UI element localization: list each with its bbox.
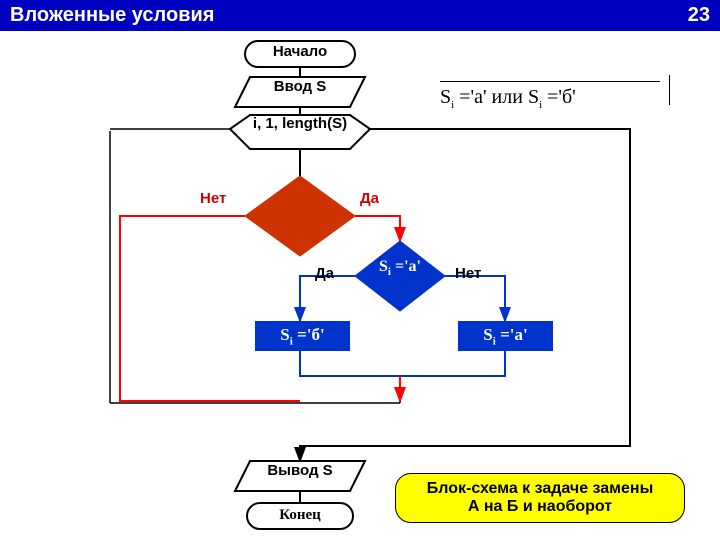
start-label: Начало xyxy=(245,44,355,61)
loop-exit-line xyxy=(300,129,630,461)
outer-yes-line xyxy=(355,216,400,241)
outer-decision xyxy=(245,176,355,256)
input-label: Ввод S xyxy=(250,79,350,96)
assign-b-label: Si ='б' xyxy=(255,326,350,347)
slide-header: Вложенные условия 23 xyxy=(0,0,720,31)
header-title: Вложенные условия xyxy=(10,4,214,27)
outer-no-label: Нет xyxy=(200,191,226,208)
callout-line2: А на Б и наоборот xyxy=(410,498,670,516)
inner-no-line xyxy=(445,276,505,321)
outer-no-line xyxy=(120,216,300,401)
flowchart-canvas: Начало Ввод S i, 1, length(S) Нет Да Да … xyxy=(0,31,720,540)
callout-box: Блок-схема к задаче замены А на Б и наоб… xyxy=(395,473,685,523)
output-label: Вывод S xyxy=(250,463,350,480)
inner-yes-line xyxy=(300,276,355,321)
condition-header: Si ='а' или Si ='б' xyxy=(440,81,660,111)
inner-merge-left xyxy=(300,351,400,376)
end-label: Конец xyxy=(247,507,353,524)
header-page: 23 xyxy=(688,4,710,27)
inner-cond-label: Si ='а' xyxy=(370,258,430,278)
assign-a-label: Si ='а' xyxy=(458,326,553,347)
callout-line1: Блок-схема к задаче замены xyxy=(410,480,670,498)
loop-label: i, 1, length(S) xyxy=(235,116,365,133)
outer-yes-label: Да xyxy=(360,191,379,208)
inner-no-label: Нет xyxy=(455,266,481,283)
inner-merge-right xyxy=(400,351,505,376)
inner-yes-label: Да xyxy=(315,266,334,283)
